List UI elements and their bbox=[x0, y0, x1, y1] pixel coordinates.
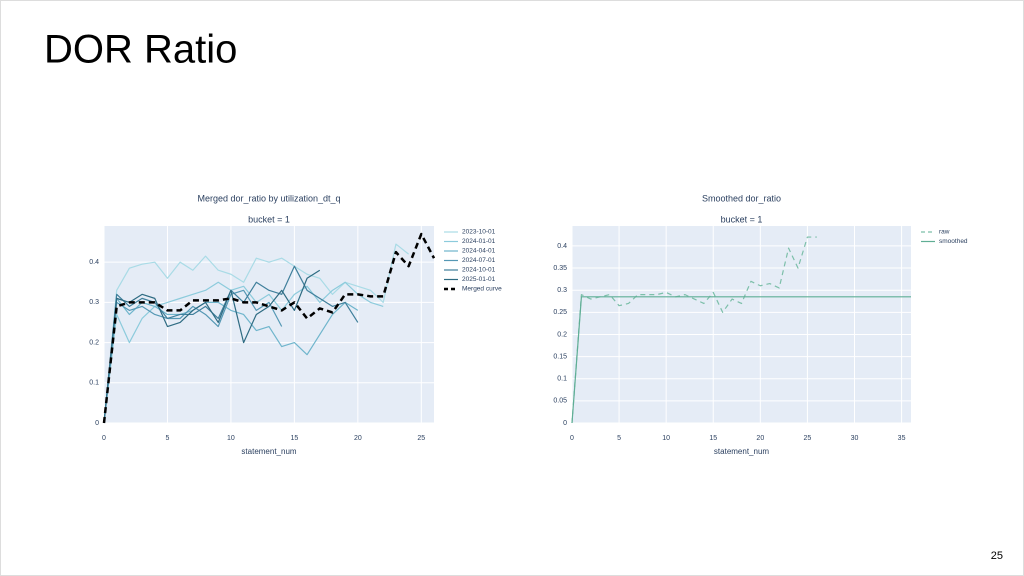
x-tick-label: 20 bbox=[756, 435, 764, 442]
legend-label: 2024-10-01 bbox=[462, 267, 496, 274]
chart-title: Merged dor_ratio by utilization_dt_q bbox=[197, 193, 340, 203]
series-line bbox=[103, 297, 359, 424]
x-tick-label: 10 bbox=[662, 435, 670, 442]
x-tick-label: 0 bbox=[102, 435, 106, 442]
legend-label: Merged curve bbox=[462, 286, 502, 293]
x-tick-label: 15 bbox=[290, 435, 298, 442]
series-line bbox=[103, 281, 384, 424]
legend-label: 2024-01-01 bbox=[462, 238, 496, 245]
x-tick-label: 5 bbox=[617, 435, 621, 442]
y-tick-label: 0.15 bbox=[553, 353, 567, 360]
x-tick-label: 15 bbox=[709, 435, 717, 442]
x-tick-label: 5 bbox=[166, 435, 170, 442]
y-tick-label: 0.2 bbox=[557, 331, 567, 338]
x-tick-label: 25 bbox=[804, 435, 812, 442]
y-tick-label: 0.05 bbox=[553, 398, 567, 405]
legend-label: 2024-07-01 bbox=[462, 257, 496, 264]
y-tick-label: 0.4 bbox=[89, 259, 99, 266]
x-axis-label: statement_num bbox=[241, 447, 296, 456]
series-line bbox=[103, 289, 283, 424]
legend-label: smoothed bbox=[939, 238, 968, 245]
y-tick-label: 0.4 bbox=[557, 243, 567, 250]
series-line bbox=[571, 236, 817, 424]
chart-title: Smoothed dor_ratio bbox=[702, 193, 781, 203]
y-tick-label: 0.3 bbox=[89, 299, 99, 306]
y-tick-label: 0 bbox=[563, 420, 567, 427]
legend-label: 2024-04-01 bbox=[462, 248, 496, 255]
x-tick-label: 20 bbox=[354, 435, 362, 442]
x-tick-label: 25 bbox=[417, 435, 425, 442]
x-tick-label: 30 bbox=[851, 435, 859, 442]
series-line bbox=[103, 269, 321, 424]
y-tick-label: 0.1 bbox=[89, 380, 99, 387]
x-tick-label: 10 bbox=[227, 435, 235, 442]
plot-area bbox=[104, 226, 434, 423]
y-tick-label: 0.3 bbox=[557, 287, 567, 294]
y-tick-label: 0.1 bbox=[557, 376, 567, 383]
series-line bbox=[103, 243, 409, 424]
y-tick-label: 0.35 bbox=[553, 265, 567, 272]
x-tick-label: 35 bbox=[898, 435, 906, 442]
y-tick-label: 0.2 bbox=[89, 339, 99, 346]
legend-label: 2025-01-01 bbox=[462, 276, 496, 283]
slide-title: DOR Ratio bbox=[44, 28, 237, 72]
y-tick-label: 0 bbox=[95, 420, 99, 427]
y-tick-label: 0.25 bbox=[553, 309, 567, 316]
series-line bbox=[571, 296, 911, 424]
x-axis-label: statement_num bbox=[714, 447, 769, 456]
legend-label: raw bbox=[939, 229, 950, 236]
x-tick-label: 0 bbox=[570, 435, 574, 442]
page-number: 25 bbox=[991, 550, 1003, 562]
legend-label: 2023-10-01 bbox=[462, 229, 496, 236]
chart-subtitle: bucket = 1 bbox=[248, 214, 290, 224]
plot-area bbox=[572, 226, 911, 423]
chart-subtitle: bucket = 1 bbox=[721, 214, 763, 224]
series-line bbox=[102, 232, 436, 424]
